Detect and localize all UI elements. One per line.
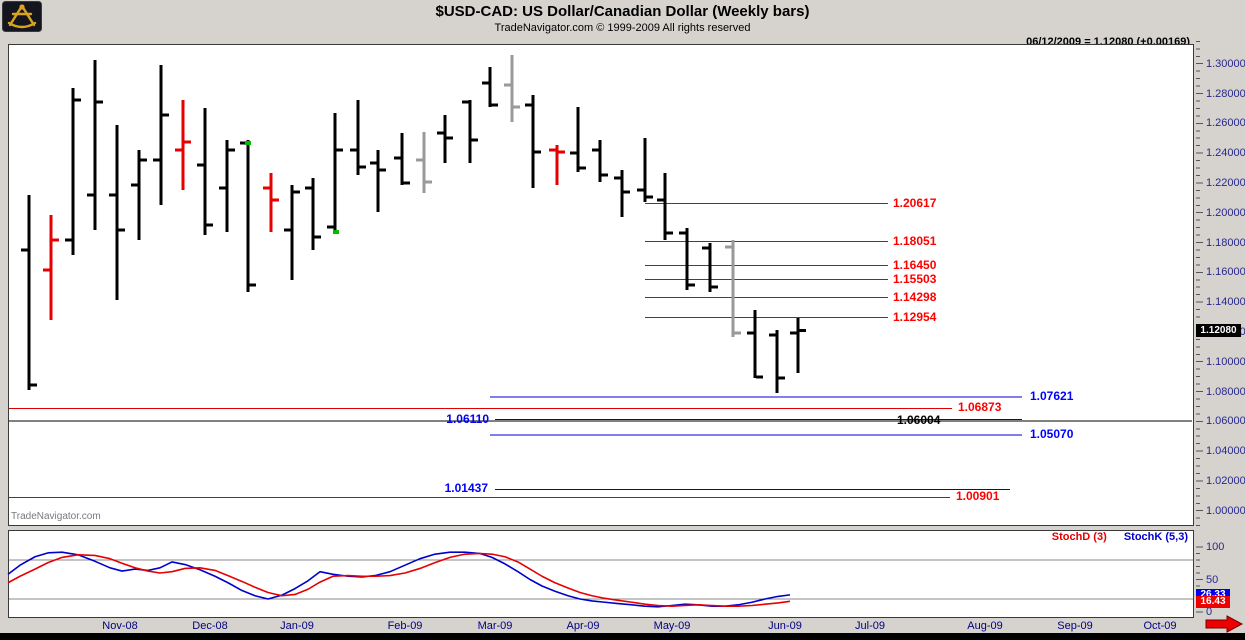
x-axis-label: Sep-09 [1057, 620, 1093, 632]
price-axis-label: 1.28000 [1206, 87, 1245, 100]
x-axis-label: Jul-09 [855, 620, 885, 632]
price-axis-label: 1.16000 [1206, 266, 1245, 279]
x-axis-label: May-09 [653, 620, 691, 632]
stochastic-panel[interactable] [8, 530, 1194, 618]
stoch-legend: StochD (3) StochK (5,3) [1038, 531, 1188, 543]
stoch-axis-label: 50 [1206, 573, 1219, 586]
price-axis-label: 1.10000 [1206, 355, 1245, 368]
price-axis-label: 1.14000 [1206, 296, 1245, 309]
price-axis-label: 1.26000 [1206, 117, 1245, 130]
x-axis-label: Feb-09 [387, 620, 423, 632]
price-axis-label: 1.22000 [1206, 176, 1245, 189]
x-axis-label: Jun-09 [768, 620, 802, 632]
x-axis-label: Jan-09 [280, 620, 314, 632]
price-axis-label: 1.04000 [1206, 445, 1245, 458]
price-axis-label: 1.24000 [1206, 147, 1245, 160]
chart-subtitle: TradeNavigator.com © 1999-2009 All right… [494, 22, 751, 34]
bottom-border-strip [0, 633, 1245, 640]
price-axis-label: 1.20000 [1206, 206, 1245, 219]
price-axis-label: 1.18000 [1206, 236, 1245, 249]
x-axis-label: Aug-09 [967, 620, 1003, 632]
stoch-d-legend-label: StochD (3) [1051, 531, 1107, 543]
scroll-right-arrow[interactable] [1200, 615, 1245, 633]
trade-navigator-logo-icon [2, 1, 42, 32]
x-axis-label: Dec-08 [192, 620, 228, 632]
stoch-axis-zero-label: 0 [1206, 606, 1213, 618]
x-axis-label: Apr-09 [566, 620, 600, 632]
price-axis-label: 1.02000 [1206, 474, 1245, 487]
price-axis-label: 1.00000 [1206, 504, 1245, 517]
chart-title: $USD-CAD: US Dollar/Canadian Dollar (Wee… [435, 3, 810, 20]
price-axis-label: 1.08000 [1206, 385, 1245, 398]
price-chart-panel[interactable] [8, 44, 1194, 526]
x-axis-label: Nov-08 [102, 620, 138, 632]
price-axis-label: 1.06000 [1206, 415, 1245, 428]
stoch-d-value-badge: 16.43 [1196, 596, 1230, 608]
stoch-k-legend-label: StochK (5,3) [1123, 531, 1188, 543]
price-axis-label: 1.30000 [1206, 57, 1245, 70]
x-axis-label: Mar-09 [477, 620, 513, 632]
x-axis-label: Oct-09 [1143, 620, 1177, 632]
stoch-axis-label: 100 [1206, 541, 1225, 553]
watermark: TradeNavigator.com [11, 511, 101, 522]
current-price-badge: 1.12080 [1196, 324, 1241, 337]
